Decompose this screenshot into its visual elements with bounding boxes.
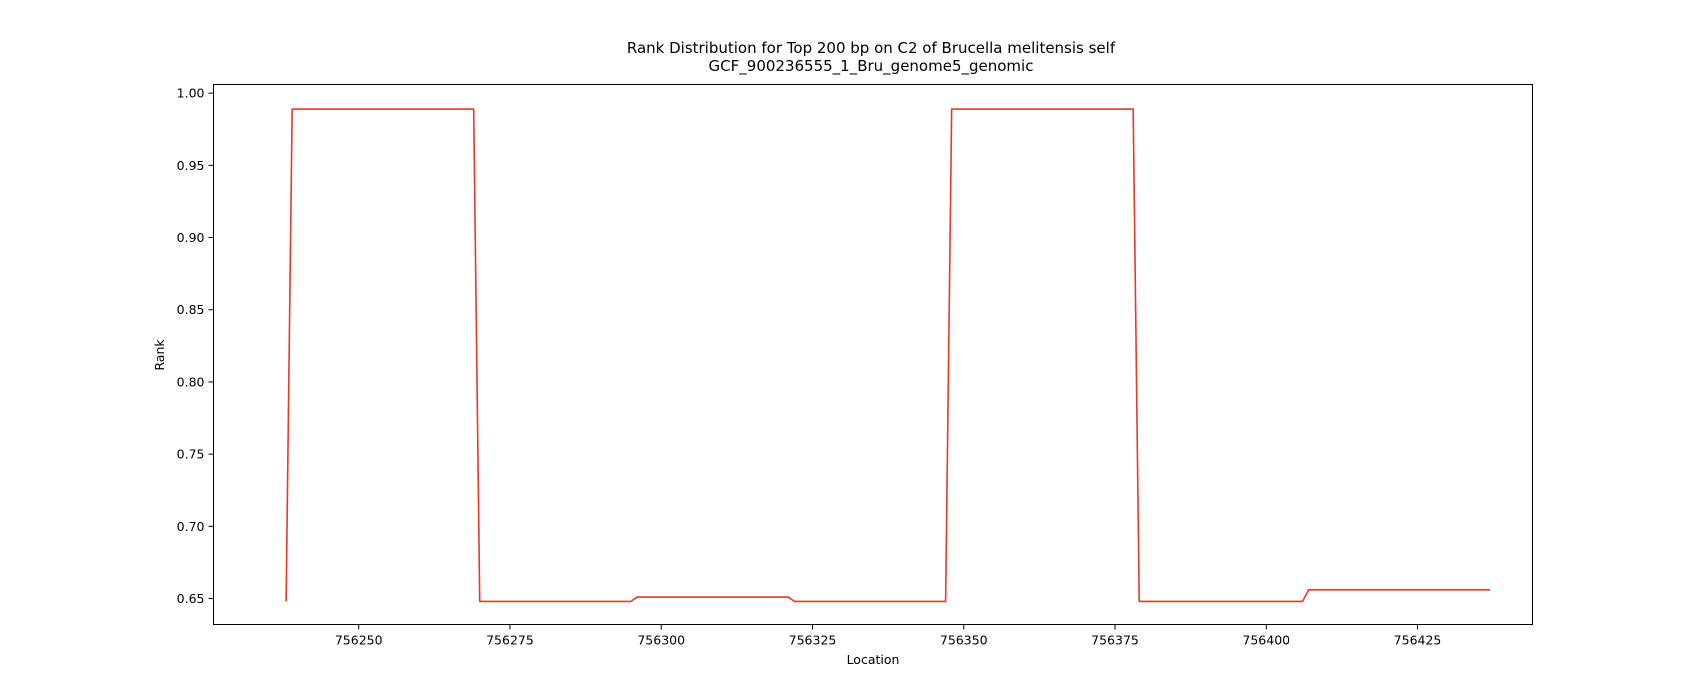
x-axis-label: Location [847,652,900,667]
x-tick-label: 756400 [1242,633,1290,648]
x-tick-label: 756375 [1091,633,1139,648]
plot-marks [285,108,1491,603]
y-axis-ticks: 0.65 0.70 0.75 0.80 0.85 0.90 0.95 1.00 [177,86,214,606]
chart-title-line-2: GCF_900236555_1_Bru_genome5_genomic [709,57,1034,76]
y-tick-label: 0.70 [177,519,205,534]
y-tick-label: 0.90 [177,230,205,245]
x-axis-ticks: 756250 756275 756300 756325 756350 756375 7564… [335,624,1442,648]
y-tick-label: 0.80 [177,374,205,389]
x-tick-label: 756275 [486,633,534,648]
x-tick-label: 756300 [637,633,685,648]
series-line-0 [285,108,1491,603]
y-tick-label: 1.00 [177,86,205,101]
y-tick-label: 0.65 [177,591,205,606]
x-tick-label: 756425 [1394,633,1442,648]
x-tick-label: 756250 [335,633,383,648]
chart-title-line-1: Rank Distribution for Top 200 bp on C2 o… [627,39,1116,57]
x-tick-label: 756325 [789,633,837,648]
y-axis-label: Rank [152,339,167,371]
y-tick-label: 0.85 [177,302,205,317]
y-tick-label: 0.75 [177,447,205,462]
x-tick-label: 756350 [940,633,988,648]
y-tick-label: 0.95 [177,158,205,173]
plot-area-frame [213,84,1533,625]
